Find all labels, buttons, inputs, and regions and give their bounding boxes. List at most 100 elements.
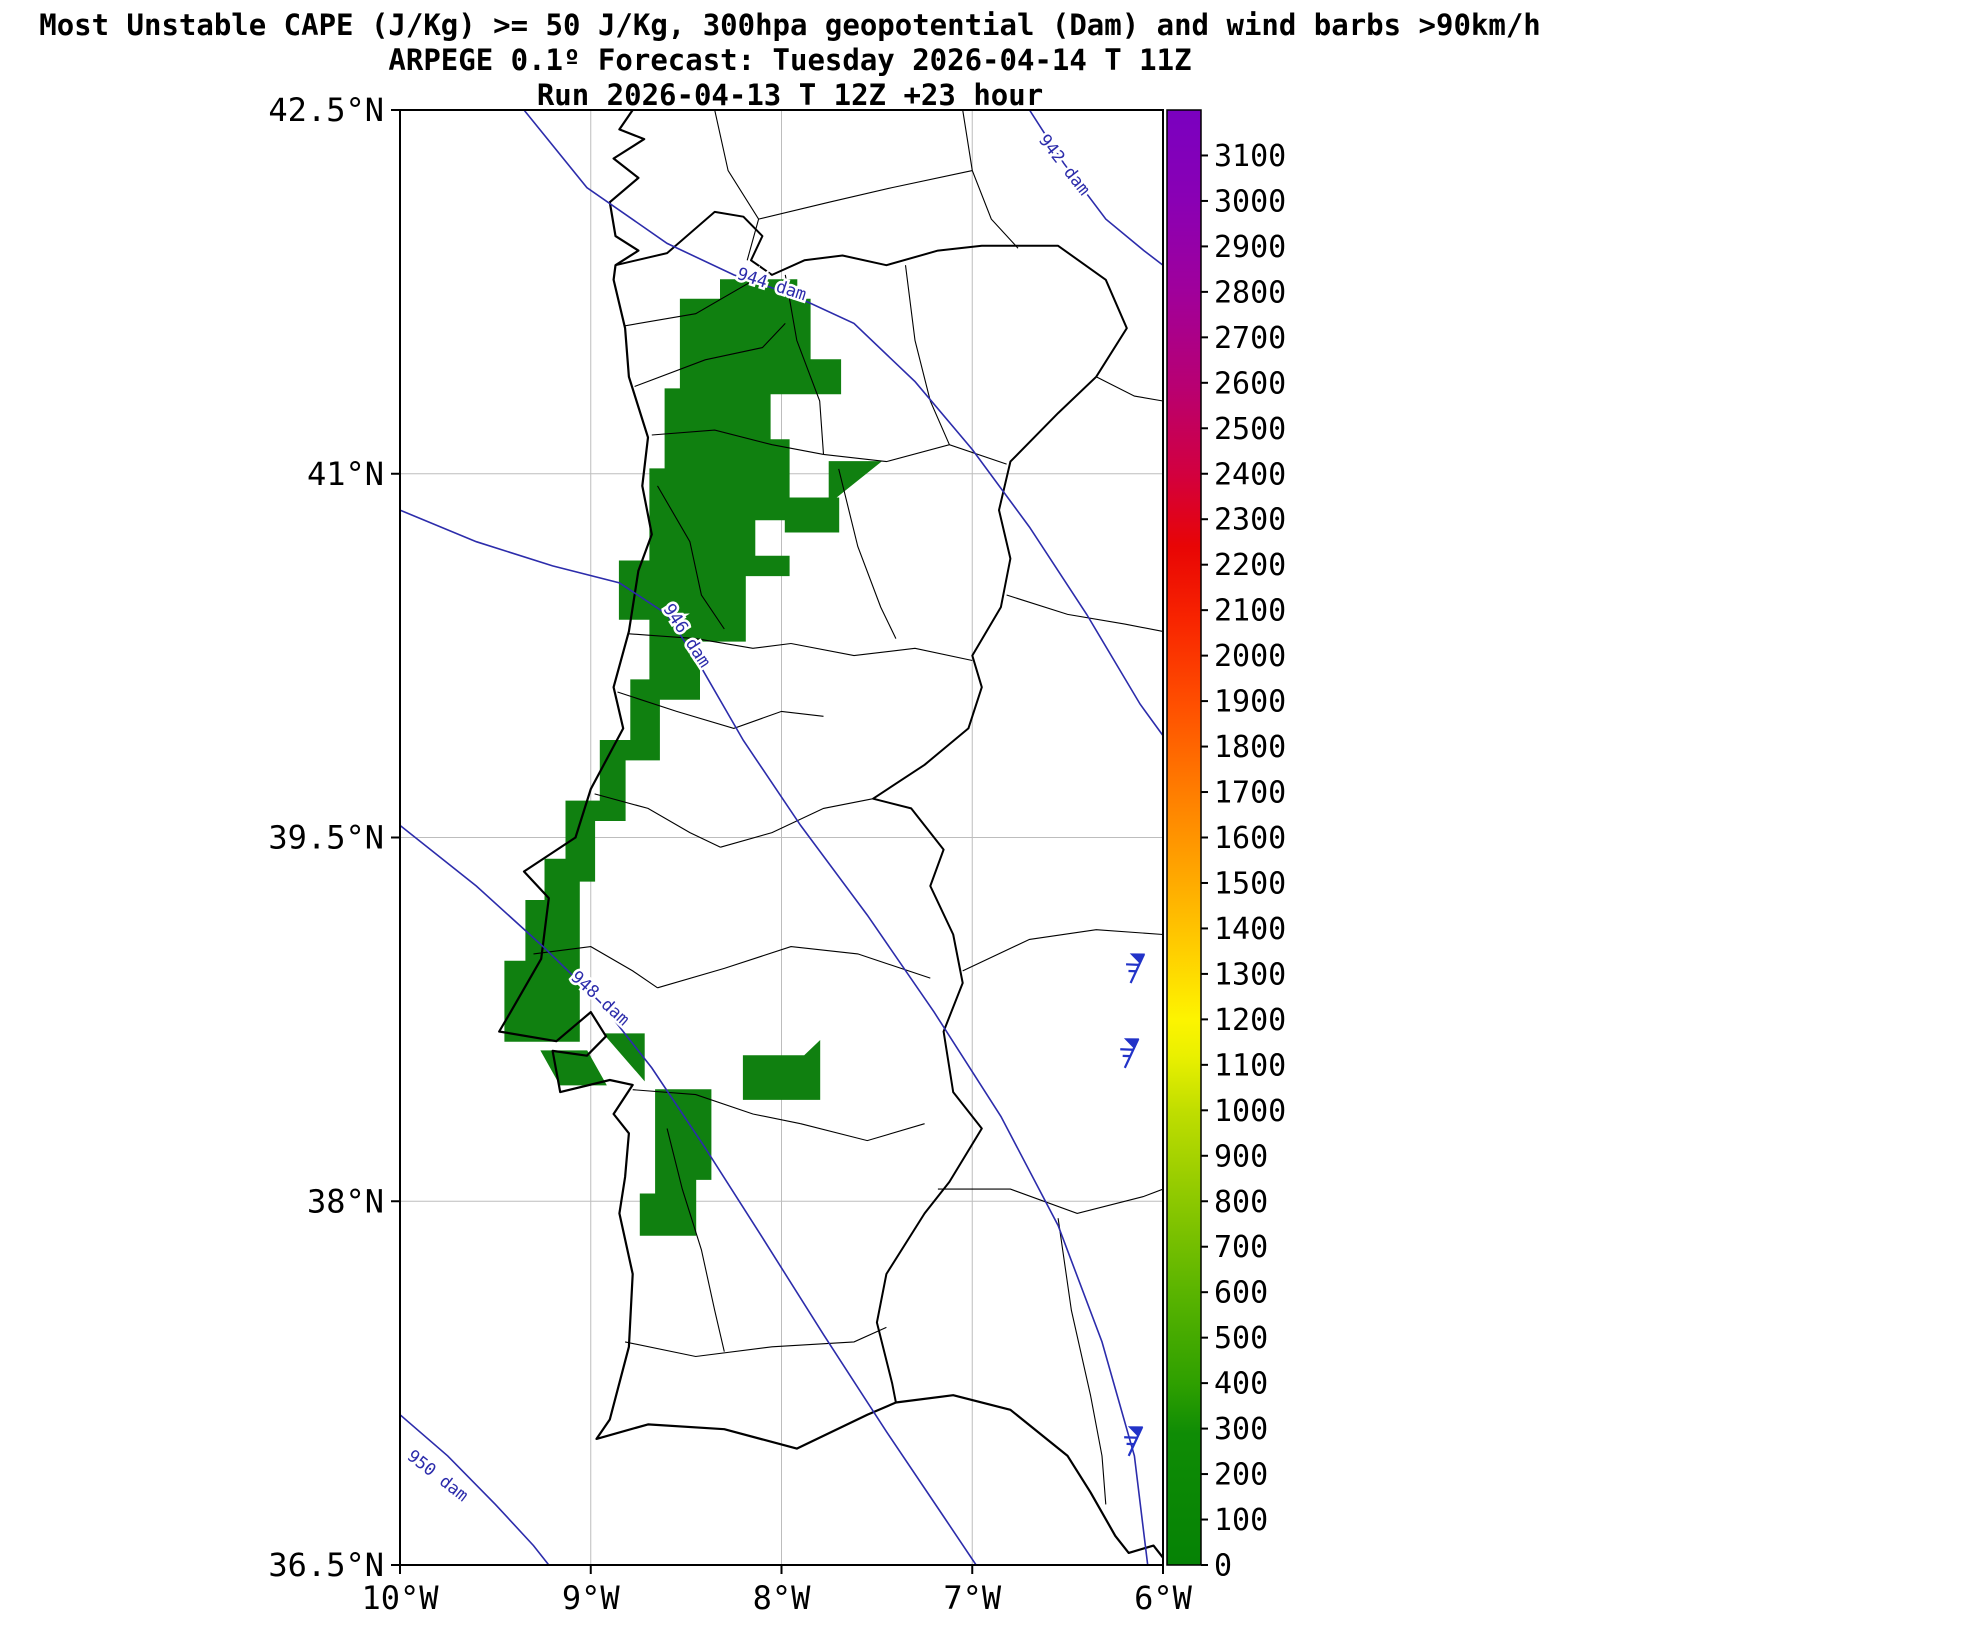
district-boundary bbox=[657, 485, 725, 630]
geopotential-contour bbox=[400, 824, 977, 1565]
district-boundary bbox=[634, 323, 786, 388]
cape-region bbox=[540, 1050, 607, 1086]
lat-tick-label: 38°N bbox=[307, 1182, 384, 1220]
lon-tick-label: 6°W bbox=[1134, 1579, 1193, 1617]
colorbar-tick-label: 3000 bbox=[1214, 184, 1286, 219]
colorbar-tick-label: 1600 bbox=[1214, 821, 1286, 856]
colorbar-tick-label: 200 bbox=[1214, 1458, 1268, 1493]
colorbar-tick-label: 2300 bbox=[1214, 503, 1286, 538]
colorbar-tick-label: 2100 bbox=[1214, 594, 1286, 629]
district-boundary bbox=[937, 1188, 1163, 1214]
wind-barb-pennant bbox=[1123, 1038, 1140, 1049]
lon-tick-label: 9°W bbox=[562, 1579, 621, 1617]
wind-barb-pennant bbox=[1129, 953, 1145, 964]
geopotential-contour bbox=[1028, 110, 1163, 266]
colorbar-tick-label: 2200 bbox=[1214, 548, 1286, 583]
cape-region bbox=[742, 1040, 821, 1100]
wind-barb-full-barb bbox=[1120, 1048, 1134, 1051]
lat-tick-label: 42.5°N bbox=[268, 91, 384, 129]
title-line-3: Run 2026-04-13 T 12Z +23 hour bbox=[536, 78, 1044, 112]
wind-barb-full-barb bbox=[1124, 1436, 1138, 1439]
district-boundary bbox=[617, 691, 824, 729]
lon-tick-label: 10°W bbox=[361, 1579, 439, 1617]
geopotential-contour bbox=[400, 509, 1149, 1565]
district-boundary bbox=[962, 110, 1019, 249]
colorbar-tick-label: 400 bbox=[1214, 1367, 1268, 1402]
title-line-1: Most Unstable CAPE (J/Kg) >= 50 J/Kg, 30… bbox=[39, 8, 1541, 42]
colorbar-tick-label: 100 bbox=[1214, 1503, 1268, 1538]
colorbar-tick-label: 1700 bbox=[1214, 776, 1286, 811]
district-boundary bbox=[1006, 594, 1163, 632]
axis-tick-labels: 42.5°N 41°N 39.5°N 38°N 36.5°N10°W 9°W 8°W 7°W 6… bbox=[268, 91, 1192, 1617]
wind-barb-half-barb bbox=[1128, 969, 1137, 973]
colorbar-tick-label: 1000 bbox=[1214, 1094, 1286, 1129]
district-boundary bbox=[714, 110, 760, 261]
colorbar-tick-label: 700 bbox=[1214, 1230, 1268, 1265]
district-boundary bbox=[625, 276, 759, 327]
colorbar-tick-label: 1200 bbox=[1214, 1003, 1286, 1038]
colorbar-tick-label: 2400 bbox=[1214, 457, 1286, 492]
coastline bbox=[498, 110, 1163, 1559]
district-boundary bbox=[533, 946, 658, 989]
title-block: Most Unstable CAPE (J/Kg) >= 50 J/Kg, 30… bbox=[0, 8, 1580, 113]
lon-tick-label: 8°W bbox=[753, 1579, 812, 1617]
lon-tick-label: 7°W bbox=[943, 1579, 1002, 1617]
wind-barb bbox=[1120, 1038, 1140, 1069]
district-boundary bbox=[823, 444, 1007, 465]
colorbar-tick-label: 600 bbox=[1214, 1276, 1268, 1311]
colorbar-tick-label: 300 bbox=[1214, 1412, 1268, 1447]
colorbar-tick-label: 1900 bbox=[1214, 685, 1286, 720]
cape-region bbox=[504, 279, 842, 1042]
district-boundary bbox=[624, 1326, 887, 1358]
colorbar: 0 100 200 300 400 500 600 700 800 900 1000 1100 1200… bbox=[1166, 109, 1286, 1584]
district-boundary bbox=[784, 274, 825, 455]
colorbar-tick-label: 3100 bbox=[1214, 139, 1286, 174]
wind-barb-full-barb bbox=[1126, 963, 1140, 966]
colorbar-tick-label: 1100 bbox=[1214, 1048, 1286, 1083]
district-boundary bbox=[594, 793, 721, 848]
colorbar-tick-label: 900 bbox=[1214, 1139, 1268, 1174]
district-boundary bbox=[800, 1123, 925, 1142]
district-boundary bbox=[628, 633, 792, 649]
lat-tick-label: 39.5°N bbox=[268, 819, 384, 857]
district-boundary bbox=[651, 429, 824, 455]
colorbar-tick-label: 2900 bbox=[1214, 230, 1286, 265]
wind-barb-half-barb bbox=[1122, 1054, 1131, 1058]
colorbar-tick-label: 1500 bbox=[1214, 866, 1286, 901]
district-boundary bbox=[1057, 1218, 1107, 1505]
title-line-2: ARPEGE 0.1º Forecast: Tuesday 2026-04-14… bbox=[388, 43, 1192, 77]
district-boundary bbox=[790, 642, 973, 662]
wind-barb-half-barb bbox=[1126, 1442, 1135, 1446]
district-boundary bbox=[720, 798, 874, 848]
district-boundary bbox=[666, 1128, 725, 1352]
wind-barb-pennant bbox=[1127, 1426, 1144, 1437]
wind-barbs bbox=[1120, 953, 1146, 1457]
colorbar-bar bbox=[1166, 109, 1202, 1566]
district-boundary bbox=[758, 170, 973, 220]
colorbar-tick-label: 2000 bbox=[1214, 639, 1286, 674]
country-border bbox=[615, 210, 1128, 1403]
district-boundary bbox=[1095, 376, 1163, 402]
lat-tick-label: 41°N bbox=[307, 455, 384, 493]
contour-label: 950 dam bbox=[403, 1446, 472, 1506]
colorbar-tick-label: 2600 bbox=[1214, 366, 1286, 401]
cape-region bbox=[828, 461, 883, 504]
district-boundary bbox=[838, 468, 897, 639]
cape-region bbox=[603, 1033, 645, 1082]
colorbar-tick-label: 500 bbox=[1214, 1321, 1268, 1356]
district-boundary bbox=[904, 265, 950, 445]
colorbar-tick-label: 2800 bbox=[1214, 275, 1286, 310]
cape-region bbox=[784, 497, 840, 533]
district-boundary bbox=[657, 946, 931, 989]
colorbar-tick-label: 1800 bbox=[1214, 730, 1286, 765]
colorbar-tick-label: 1400 bbox=[1214, 912, 1286, 947]
wind-barb bbox=[1124, 1426, 1144, 1457]
colorbar-tick-label: 0 bbox=[1214, 1549, 1232, 1584]
district-boundary bbox=[632, 1089, 801, 1125]
colorbar-tick-label: 1300 bbox=[1214, 957, 1286, 992]
lat-tick-label: 36.5°N bbox=[268, 1546, 384, 1584]
colorbar-tick-label: 2700 bbox=[1214, 321, 1286, 356]
wind-barb bbox=[1126, 953, 1146, 984]
